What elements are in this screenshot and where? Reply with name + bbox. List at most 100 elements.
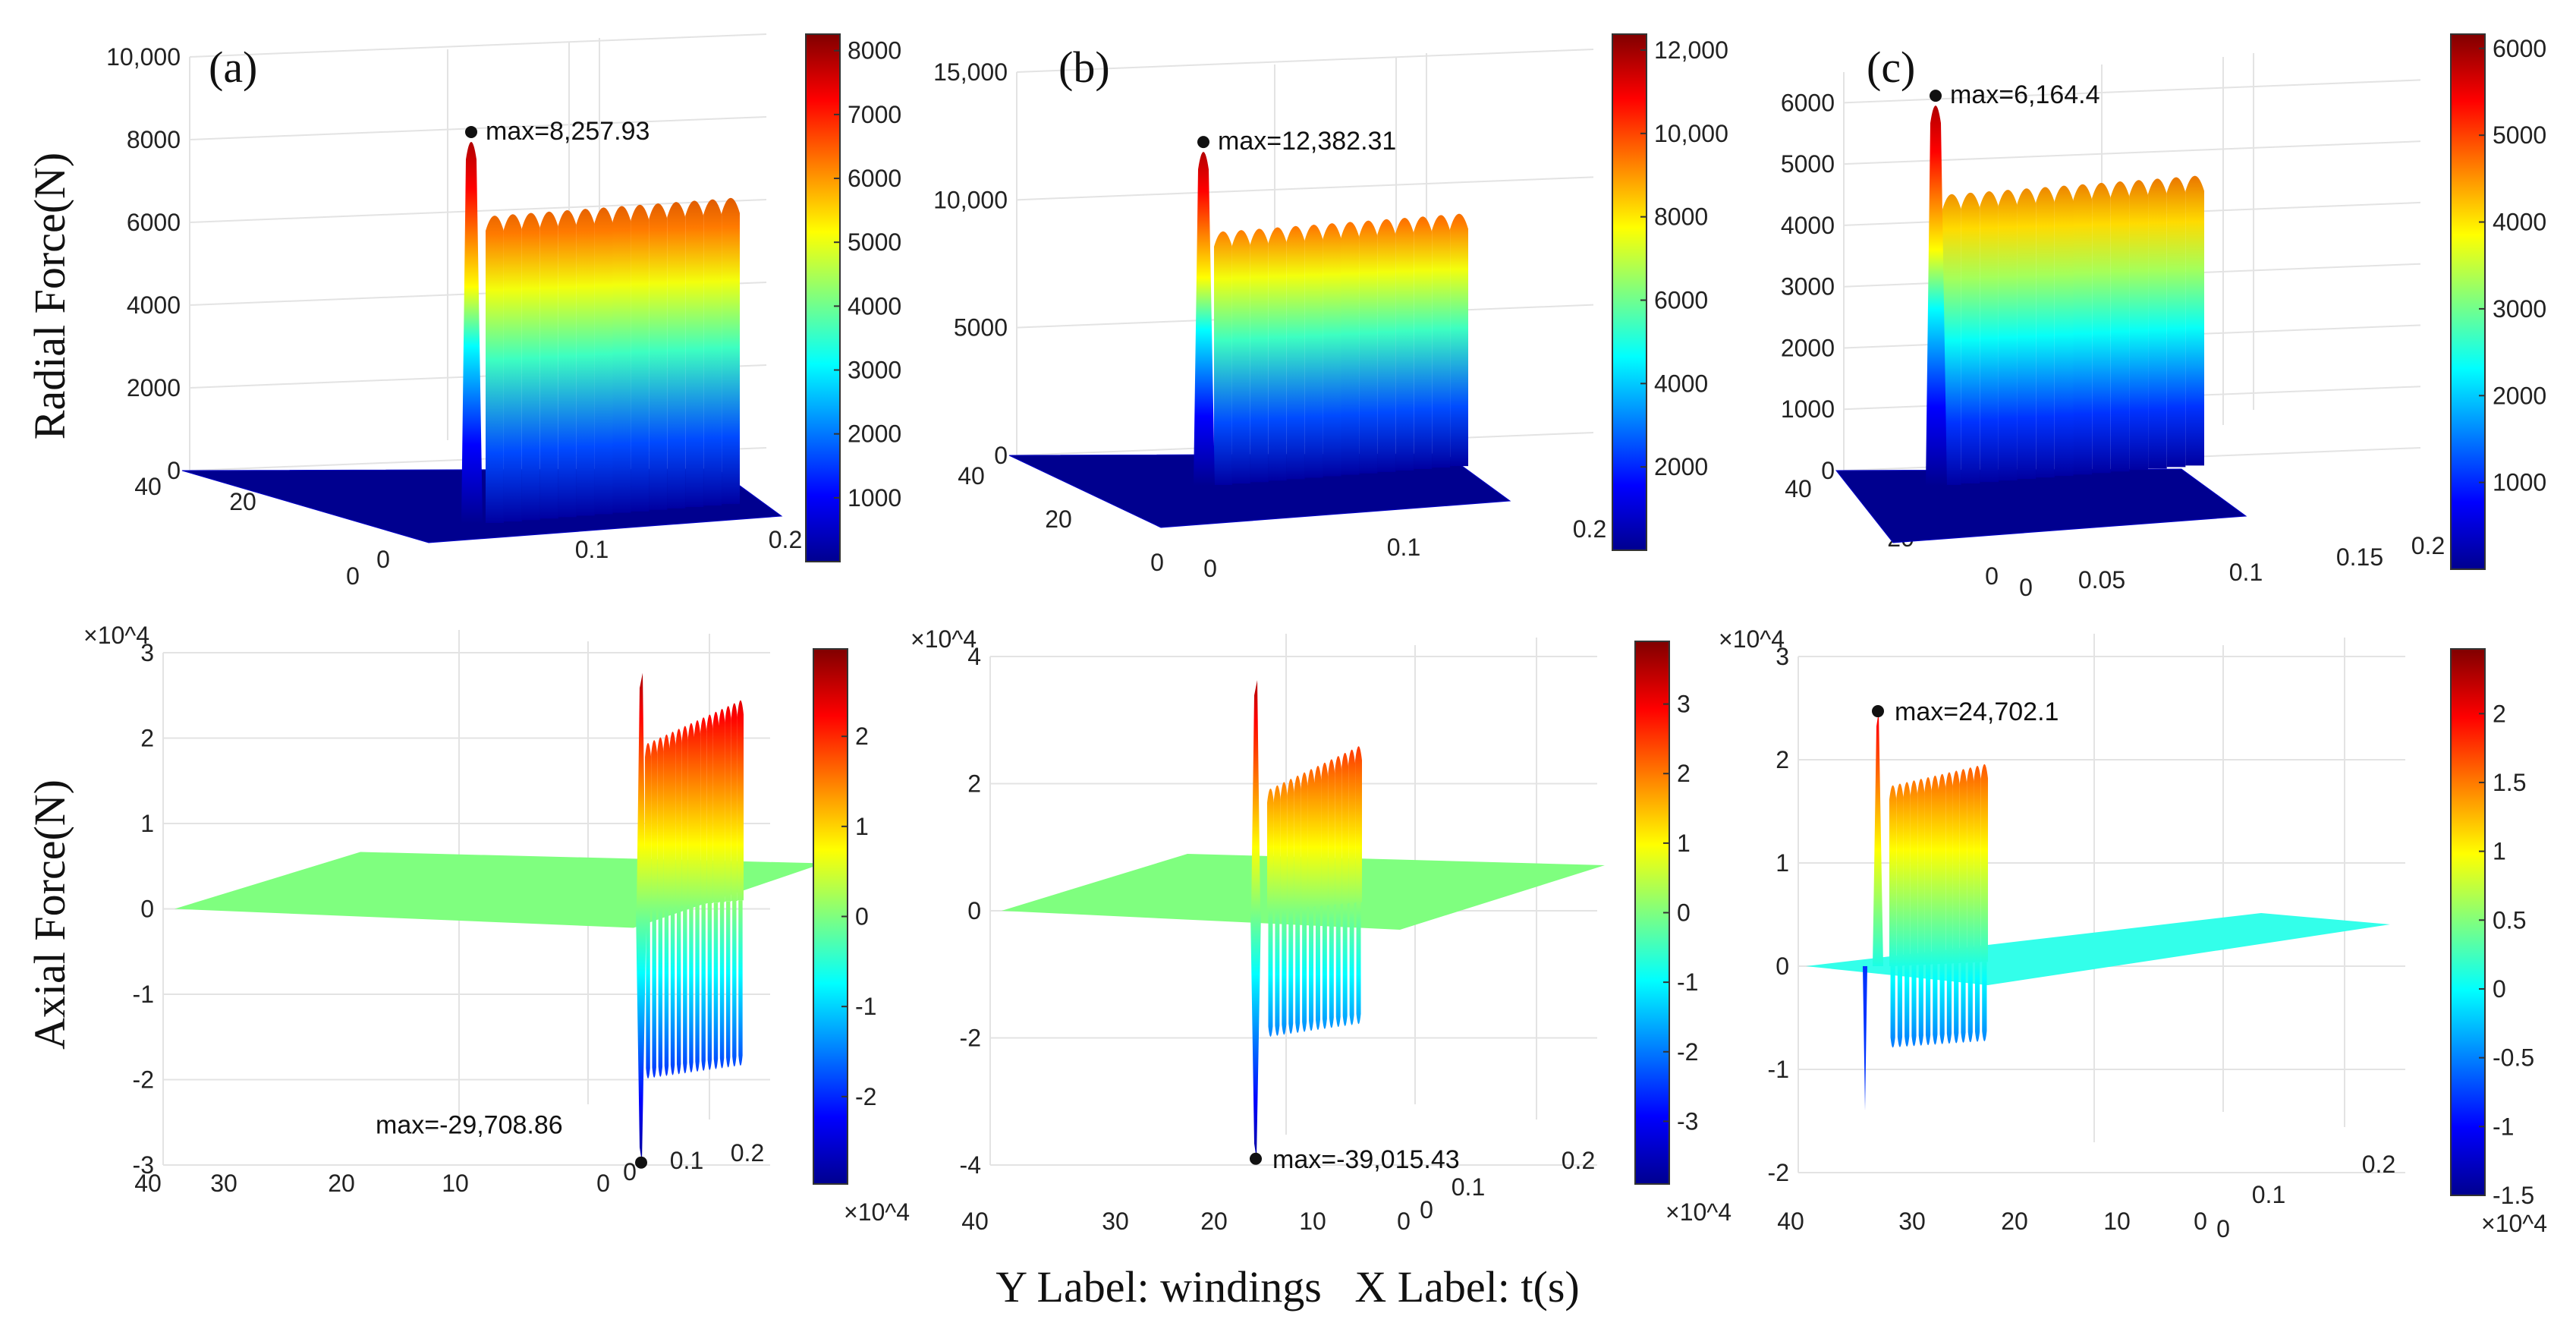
surface-tooth-down — [1329, 905, 1334, 1028]
surface-tooth-down — [701, 903, 706, 1071]
surface-tooth — [1961, 192, 1980, 484]
gridline-z — [189, 116, 767, 140]
colorbar-gradient — [2451, 34, 2485, 569]
colorbar-frame — [2450, 33, 2486, 570]
colorbar-tick-label: 2000 — [848, 420, 901, 448]
surface-tooth — [2148, 178, 2167, 469]
peak-marker — [1250, 1152, 1262, 1165]
z-tick-label: -3 — [133, 1151, 154, 1179]
colorbar-tick-label: -1 — [855, 993, 876, 1020]
z-tick-label: 5000 — [954, 314, 1008, 342]
surface-tooth — [2129, 180, 2149, 471]
z-tick-label: 4000 — [1781, 212, 1835, 239]
surface-tooth — [1286, 225, 1305, 480]
colorbar-tick-label: 1 — [855, 813, 869, 840]
z-tick-label: 2000 — [127, 374, 181, 401]
surface-tooth-up — [700, 717, 707, 904]
surface-tooth-down — [707, 903, 712, 1070]
colorbar-2: 1000 2000 3000 4000 5000 6000 — [2450, 33, 2546, 570]
surface-tooth — [486, 216, 504, 524]
colorbar-gradient — [806, 34, 840, 562]
colorbar-tick-label: -1.5 — [2493, 1182, 2534, 1209]
z-tick-label: 2 — [1776, 746, 1789, 773]
gridline-z — [189, 33, 767, 58]
surface-tooth — [2166, 177, 2186, 468]
colorbar-tick-label: 7000 — [848, 101, 901, 128]
y-tick-label: 0 — [2194, 1208, 2207, 1235]
surface-tooth-up — [657, 737, 664, 908]
z-tick-label: 3 — [140, 639, 154, 666]
surface-tooth-down — [652, 908, 656, 1078]
surface-tooth — [594, 207, 613, 515]
colorbar-tick-label: 0 — [1677, 899, 1691, 927]
surface-tooth-down — [1939, 964, 1945, 1044]
y-tick-label: 10 — [442, 1170, 469, 1197]
surface-tooth-down — [683, 905, 687, 1074]
z-tick-label: 3000 — [1781, 273, 1835, 301]
row-label-radial: Radial Force(N) — [25, 153, 74, 439]
z-tick-label: -1 — [133, 981, 154, 1008]
surface-tooth-down — [658, 908, 663, 1077]
surface-dip — [1863, 966, 1867, 1111]
peak-marker — [465, 125, 477, 138]
colorbar-frame — [805, 33, 841, 562]
surface-tooth-up — [1974, 765, 1981, 962]
surface-tooth-down — [1322, 905, 1327, 1029]
z-tick-label: 3 — [1776, 643, 1789, 670]
colorbar-tick-label: 1 — [2493, 838, 2506, 865]
surface-tooth-down — [1897, 965, 1903, 1047]
colorbar-tick-label: 0.5 — [2493, 906, 2526, 934]
colorbar-tick-label: 2000 — [1654, 453, 1708, 480]
colorbar-frame — [2450, 648, 2486, 1196]
x-tick-label: 0 — [2216, 1215, 2230, 1242]
surface-tooth-up — [1273, 785, 1281, 911]
surface-tooth-down — [1282, 909, 1287, 1035]
y-tick-label: 10 — [1299, 1208, 1326, 1235]
surface-peak — [1873, 711, 1883, 966]
surface-tooth-up — [1889, 785, 1897, 966]
colorbar-tick-label: 12,000 — [1654, 36, 1728, 64]
surface-tooth-up — [737, 700, 744, 901]
surface-tooth-down — [719, 902, 725, 1069]
surface-tooth-down — [1890, 966, 1895, 1048]
y-tick-label: 30 — [1102, 1208, 1129, 1235]
y-tick-label: 40 — [958, 462, 985, 490]
z-tick-label: 10,000 — [933, 186, 1008, 213]
panel-label: (c) — [1867, 43, 1915, 92]
peak-marker — [1930, 90, 1942, 102]
colorbar-4: -3 -2 -1 0 1 2 3 ×10^4 — [1634, 641, 1731, 1226]
peak-annotation: max=12,382.31 — [1218, 127, 1396, 156]
surface-tooth-down — [695, 904, 700, 1072]
surface-tooth-down — [1268, 911, 1273, 1037]
peak-marker — [1872, 705, 1884, 718]
y-tick-label: 30 — [1898, 1208, 1926, 1235]
surface-tooth-down — [1302, 907, 1307, 1032]
surface-tooth-up — [1267, 789, 1274, 911]
surface-tooth-up — [1980, 764, 1988, 962]
surface-tooth-down — [1967, 962, 1973, 1043]
surface-tooth-down — [1349, 902, 1354, 1025]
surface-tooth — [503, 214, 522, 522]
scale-exponent-label: ×10^4 — [911, 625, 977, 653]
surface-tooth-down — [1288, 908, 1294, 1034]
surface-tooth-down — [1911, 965, 1917, 1047]
z-tick-label: 0 — [167, 457, 181, 484]
colorbar-tick-label: 5000 — [848, 228, 901, 256]
z-tick-label: 0 — [1821, 457, 1835, 484]
y-tick-label: 20 — [229, 488, 256, 515]
surface-tooth — [1942, 194, 1961, 486]
x-tick-label: 0 — [1203, 555, 1217, 582]
colorbar-1: 2000 4000 6000 8000 10,000 12,000 — [1612, 33, 1728, 551]
surface-tooth-down — [1342, 903, 1348, 1026]
surface-tooth-up — [1328, 759, 1335, 905]
surface-tooth-down — [676, 905, 681, 1075]
colorbar-tick-label: 1000 — [848, 484, 901, 512]
colorbar-tick-label: 6000 — [1654, 286, 1708, 313]
surface-5: max=24,702.1 — [1806, 697, 2390, 1111]
surface-peak-opposite — [1251, 680, 1260, 911]
surface-tooth-up — [719, 709, 725, 902]
surface-3: max=-29,708.86 — [175, 672, 823, 1169]
surface-tooth-up — [687, 723, 694, 905]
z-tick-label: 15,000 — [933, 58, 1008, 86]
x-tick-label: 0.1 — [670, 1147, 703, 1174]
